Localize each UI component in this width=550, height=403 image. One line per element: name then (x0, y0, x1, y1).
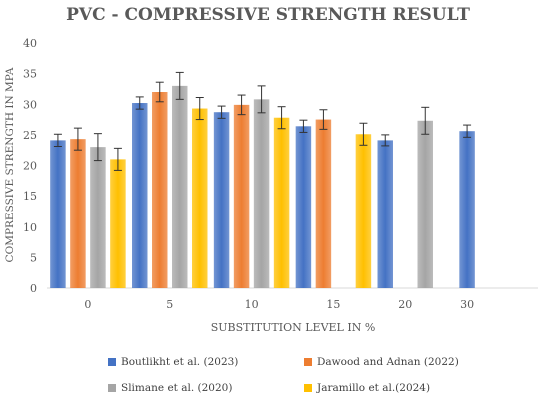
bar (459, 131, 475, 288)
y-tick-label: 5 (30, 251, 37, 264)
legend-label: Dawood and Adnan (2022) (317, 356, 459, 368)
bar (213, 112, 230, 289)
bar (90, 147, 106, 288)
x-tick-label: 10 (245, 298, 259, 311)
legend-item: Dawood and Adnan (2022) (304, 356, 459, 368)
legend-item: Jaramillo et al.(2024) (304, 382, 430, 394)
y-tick-label: 10 (23, 221, 37, 234)
y-tick-label: 20 (23, 160, 37, 173)
bar (192, 108, 208, 288)
bar (233, 104, 250, 288)
bar (377, 140, 393, 288)
y-tick-label: 35 (23, 68, 37, 81)
legend-swatch (304, 358, 312, 366)
legend-swatch (304, 384, 312, 392)
bar (273, 117, 290, 288)
x-tick-label: 20 (398, 298, 412, 311)
bar (253, 99, 270, 288)
plot-area: 0 5 10 15 20 25 30 35 40 0 5 10 15 20 30 (23, 37, 538, 311)
legend: Boutlikht et al. (2023) Dawood and Adnan … (108, 356, 528, 400)
x-axis-label: SUBSTITUTION LEVEL IN % (211, 321, 376, 334)
y-tick-label: 30 (23, 98, 37, 111)
x-tick-label: 30 (460, 298, 474, 311)
bar (355, 134, 372, 288)
y-tick-label: 0 (30, 282, 37, 295)
bar (417, 120, 433, 288)
x-tick-label: 5 (166, 298, 173, 311)
y-tick-label: 15 (23, 190, 37, 203)
legend-label: Jaramillo et al.(2024) (317, 382, 431, 394)
bar (172, 85, 188, 288)
y-tick-label: 40 (23, 37, 37, 50)
legend-label: Boutlikht et al. (2023) (121, 356, 239, 368)
chart-title: PVC - COMPRESSIVE STRENGTH RESULT (66, 5, 470, 25)
bar (132, 103, 148, 289)
bar (152, 92, 168, 288)
legend-item: Slimane et al. (2020) (108, 382, 232, 394)
bar (70, 139, 86, 288)
legend-item: Boutlikht et al. (2023) (108, 356, 238, 368)
x-tick-label: 0 (84, 298, 91, 311)
y-axis-label: COMPRESSIVE STRENGTH IN MPA (4, 67, 16, 262)
bar (50, 140, 66, 288)
bar (315, 119, 332, 288)
legend-label: Slimane et al. (2020) (121, 382, 233, 394)
bar (110, 159, 126, 288)
legend-swatch (108, 384, 116, 392)
legend-swatch (108, 358, 116, 366)
bar (295, 126, 312, 288)
x-tick-label: 15 (326, 298, 340, 311)
y-tick-label: 25 (23, 129, 37, 142)
